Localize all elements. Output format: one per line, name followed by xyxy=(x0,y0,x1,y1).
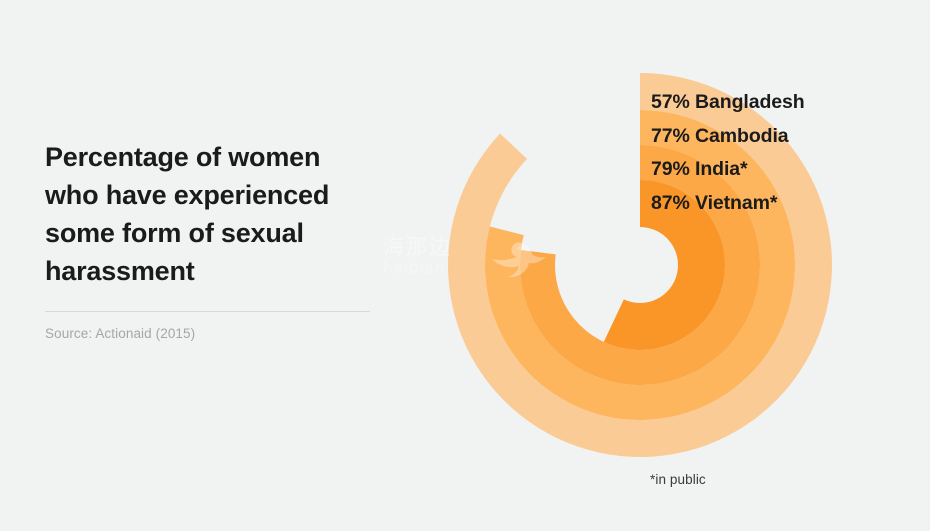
arc-bangladesh xyxy=(603,180,725,351)
legend-item-bangladesh: 57% Bangladesh xyxy=(651,91,805,113)
radial-bar-chart xyxy=(430,55,850,475)
legend-item-india: 79% India* xyxy=(651,158,748,180)
arc-group xyxy=(447,73,832,457)
footnote: *in public xyxy=(650,472,706,487)
divider xyxy=(45,311,370,312)
legend-item-cambodia: 77% Cambodia xyxy=(651,124,789,147)
legend: 57% Bangladesh 77% Cambodia 79% India* 8… xyxy=(651,86,911,220)
legend-item-vietnam: 87% Vietnam* xyxy=(651,191,778,214)
text-panel: Percentage of women who have experienced… xyxy=(45,138,375,341)
page-title: Percentage of women who have experienced… xyxy=(45,142,330,286)
source-credit: Source: Actionaid (2015) xyxy=(45,326,196,341)
radial-chart-svg xyxy=(447,73,832,457)
